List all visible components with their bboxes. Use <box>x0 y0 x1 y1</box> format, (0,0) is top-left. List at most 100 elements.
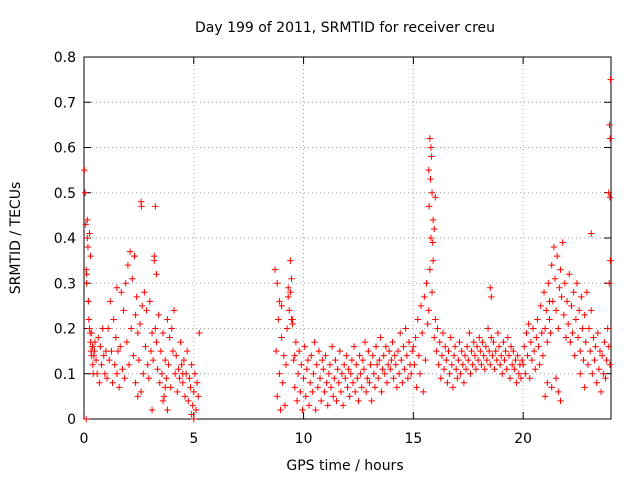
data-point <box>158 370 166 377</box>
data-point <box>499 370 506 377</box>
data-point <box>179 370 187 377</box>
y-tick-label: 0.8 <box>54 50 76 66</box>
data-point <box>165 361 172 368</box>
data-point <box>465 356 472 364</box>
data-point <box>100 352 107 359</box>
data-point <box>487 284 494 291</box>
data-point <box>130 352 137 359</box>
data-point <box>474 356 482 364</box>
data-point <box>288 316 295 323</box>
data-point <box>344 384 351 391</box>
data-point <box>278 302 285 310</box>
data-point <box>424 320 431 328</box>
data-point <box>162 356 169 364</box>
data-point <box>176 375 183 382</box>
data-point <box>425 307 432 314</box>
data-point <box>153 271 160 278</box>
data-point <box>416 370 424 377</box>
data-point <box>298 361 305 368</box>
data-point <box>313 361 320 368</box>
data-point <box>193 379 201 386</box>
data-point <box>550 243 558 251</box>
data-point <box>594 329 602 337</box>
data-point <box>345 366 352 373</box>
data-point <box>299 406 306 414</box>
data-point <box>557 397 564 405</box>
data-point <box>117 343 124 350</box>
data-point <box>191 370 199 377</box>
data-point <box>394 347 402 355</box>
data-point <box>544 338 551 346</box>
data-point <box>552 375 560 382</box>
data-point <box>281 402 289 409</box>
data-point <box>271 266 279 273</box>
data-point <box>528 356 536 364</box>
data-point <box>537 302 544 310</box>
data-point <box>101 370 109 377</box>
data-point <box>170 307 178 314</box>
data-point <box>428 153 435 160</box>
data-point <box>138 203 145 210</box>
data-point <box>545 280 552 287</box>
data-point <box>444 379 451 386</box>
data-point <box>567 338 574 346</box>
data-point <box>449 384 457 391</box>
data-point <box>93 370 101 377</box>
data-point <box>494 329 502 337</box>
data-point <box>330 393 337 400</box>
data-point <box>529 325 537 332</box>
data-point <box>511 366 518 373</box>
data-point <box>606 194 614 201</box>
data-point <box>372 343 380 350</box>
data-point <box>588 230 595 237</box>
data-point <box>426 135 434 142</box>
data-point <box>433 347 440 355</box>
data-point <box>295 347 303 355</box>
data-point <box>429 216 437 224</box>
data-point <box>544 379 551 386</box>
data-point <box>554 252 561 260</box>
data-point <box>367 361 374 368</box>
data-point <box>320 366 327 373</box>
data-point <box>482 343 490 350</box>
data-point <box>491 366 498 373</box>
data-point <box>535 343 542 350</box>
data-point <box>541 325 549 332</box>
data-point <box>434 325 441 332</box>
data-point <box>124 261 132 269</box>
data-point <box>432 194 439 201</box>
data-point <box>274 280 281 287</box>
data-point <box>135 356 143 364</box>
data-point <box>106 356 113 364</box>
data-point <box>311 338 318 346</box>
data-point <box>86 325 93 332</box>
data-point <box>591 356 598 364</box>
data-point <box>277 406 284 414</box>
data-point <box>291 352 298 359</box>
y-tick-label: 0.6 <box>54 141 76 157</box>
data-point <box>605 189 613 196</box>
data-point <box>600 370 607 377</box>
data-point <box>81 166 88 174</box>
data-point <box>490 338 497 346</box>
data-point <box>411 361 418 368</box>
data-point <box>547 329 554 337</box>
data-point <box>162 384 169 391</box>
data-point <box>160 393 168 400</box>
data-point <box>188 361 195 368</box>
data-point <box>492 347 499 355</box>
data-point <box>168 325 176 332</box>
data-point <box>368 397 375 405</box>
data-point <box>602 375 609 382</box>
data-point <box>448 361 456 368</box>
data-point <box>506 375 514 382</box>
data-point <box>589 370 596 377</box>
data-point <box>468 347 475 355</box>
data-point <box>386 347 393 355</box>
data-point <box>503 366 510 373</box>
data-point <box>568 302 575 310</box>
data-point <box>513 379 520 386</box>
data-point <box>107 298 114 305</box>
data-point <box>574 334 582 341</box>
data-point <box>447 334 454 341</box>
